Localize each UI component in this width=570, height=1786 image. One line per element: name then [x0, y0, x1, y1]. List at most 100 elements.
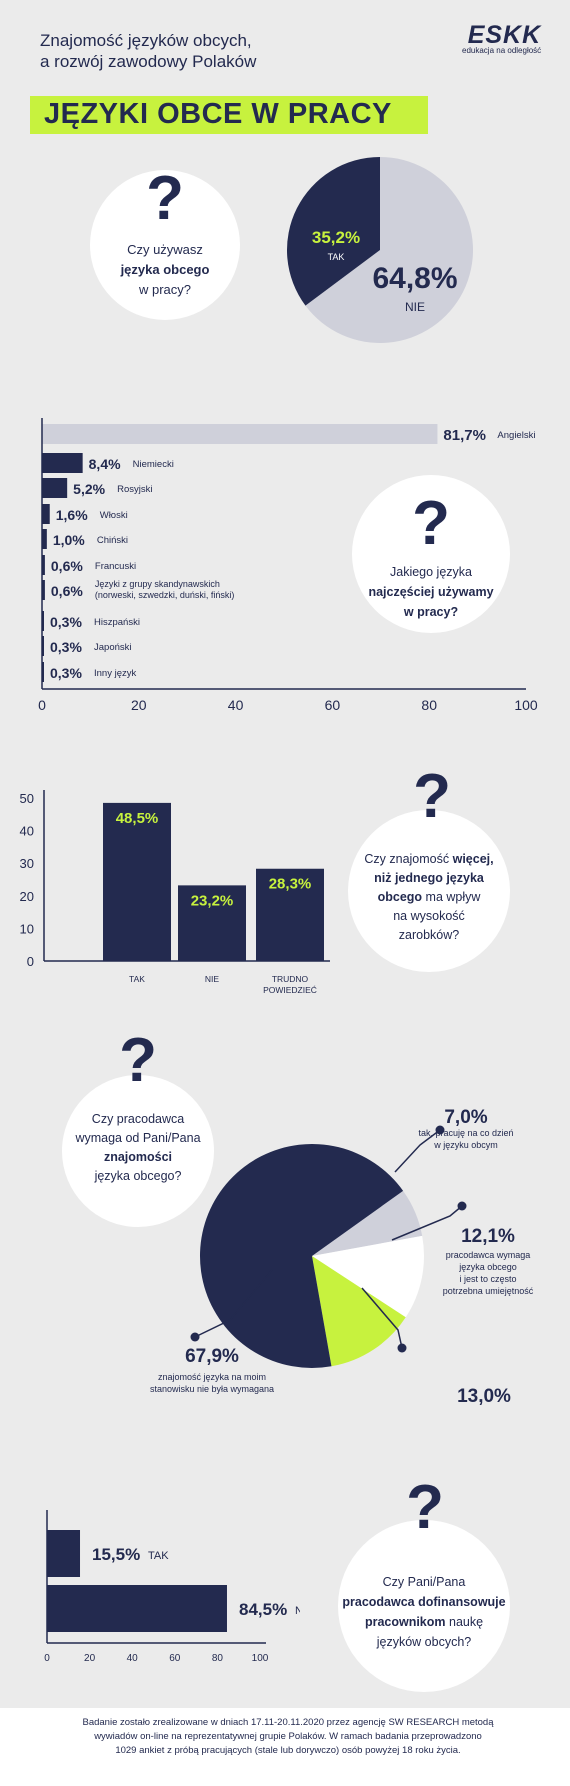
- question-mark-icon: ?: [119, 1026, 157, 1095]
- bar-category-label: Rosyjski: [117, 484, 152, 495]
- bar-3: [42, 504, 50, 524]
- bar-value-label: 0,6%: [51, 558, 83, 574]
- bar-4: [42, 529, 47, 549]
- pie-category-label: pracodawca wymaga: [446, 1250, 531, 1260]
- banner-background: [30, 96, 428, 134]
- pie-category-label: stanowisku nie była wymagana: [150, 1384, 274, 1394]
- bar-value-label: 1,6%: [56, 507, 88, 523]
- bar-category-label: Hiszpański: [94, 617, 140, 628]
- bar-1: [178, 885, 246, 961]
- banner-title: JĘZYKI OBCE W PRACY: [44, 98, 392, 130]
- leader-dot: [435, 1125, 445, 1135]
- bar-category-label: TRUDNO: [272, 974, 309, 984]
- question-4-text: Czy pracodawca wymaga od Pani/Pana znajo…: [75, 1112, 201, 1183]
- bar-2: [42, 478, 68, 498]
- employer-requirement-pie-chart: 7,0%tak, pracuję na co dzień w języku obc…: [150, 1107, 534, 1407]
- bar-2: [256, 868, 324, 961]
- question-1-text: Czy używasz języka obcego w pracy?: [120, 242, 210, 297]
- pie-value-label: 7,0%: [444, 1107, 487, 1128]
- footer-text: Badanie zostało zrealizowane w dniach 17…: [82, 1717, 494, 1756]
- pie-slice-3: [200, 1144, 404, 1368]
- bar-9: [42, 662, 44, 682]
- bar-category-label: Włoski: [100, 510, 128, 521]
- x-tick-label: 40: [127, 1653, 139, 1664]
- bar-category-label: NIE: [205, 974, 220, 984]
- leader-line: [361, 1287, 403, 1349]
- bar-category-label: Japoński: [94, 642, 132, 653]
- bar-5: [42, 555, 45, 575]
- pie-chart-usage: [287, 157, 473, 343]
- pie-value-label: 12,1%: [461, 1226, 515, 1247]
- leader-line: [194, 1269, 273, 1338]
- question-circle-2: [352, 475, 510, 633]
- languages-bar-chart: 81,7% Angielski 8,4% Niemiecki 5,2% Rosyjski 1…: [38, 418, 538, 713]
- bar-category-label: Języki z grupy skandynawskich: [95, 579, 220, 589]
- bar-value-label: 0,6%: [51, 583, 83, 599]
- x-tick-label: 100: [514, 697, 538, 713]
- x-tick-label: 20: [131, 697, 147, 713]
- y-tick-label: 50: [20, 791, 34, 806]
- bar-value-label: 81,7%: [443, 427, 486, 444]
- leader-line: [394, 1129, 441, 1173]
- bar-category-label: TAK: [148, 1550, 169, 1562]
- bar-value-label: 0,3%: [50, 639, 82, 655]
- question-3-text: Czy znajomość więcej, niż jednego języka…: [364, 852, 494, 942]
- bar-value-label: 23,2%: [191, 892, 234, 909]
- pie-1-label-nie: 64,8% NIE: [372, 262, 458, 314]
- question-mark-icon: ?: [412, 489, 450, 558]
- logo-subtitle: edukacja na odległość: [462, 46, 542, 55]
- bar-category-label: NIE: [295, 1605, 300, 1617]
- page-title: Znajomość języków obcych, a rozwój zawod…: [40, 30, 256, 72]
- x-tick-label: 20: [84, 1653, 96, 1664]
- bar-1: [47, 1585, 227, 1632]
- y-tick-label: 40: [20, 824, 34, 839]
- question-2-text: Jakiego języka najczęściej używamy w pra…: [368, 565, 494, 619]
- pie-category-label: w języku obcym: [433, 1140, 498, 1150]
- y-tick-label: 0: [27, 954, 34, 969]
- bar-0: [103, 802, 171, 961]
- pie-slice-1: [312, 1235, 424, 1318]
- pie-category-label: tak, pracuję na co dzień: [418, 1128, 513, 1138]
- bar-value-label: 15,5%: [92, 1545, 140, 1564]
- bar-value-label: 1,0%: [53, 532, 85, 548]
- x-tick-label: 60: [169, 1653, 181, 1664]
- funding-bar-chart: 15,5% TAK 84,5% NIE 0 20 40 60 80 100: [44, 1510, 300, 1664]
- pie-category-label: i jest to często: [459, 1274, 516, 1284]
- bar-0: [47, 1530, 81, 1577]
- question-circle-3: [348, 810, 510, 972]
- pie-slice-tak: [287, 157, 380, 306]
- bar-category-label: (norweski, szwedzki, duński, fiński): [95, 590, 235, 600]
- bar-7: [42, 611, 44, 631]
- title-line-1: Znajomość języków obcych,: [40, 31, 252, 50]
- x-tick-label: 100: [252, 1653, 269, 1664]
- pie-category-label: języka obcego: [458, 1262, 517, 1272]
- x-tick-label: 40: [228, 697, 244, 713]
- question-mark-icon: ?: [146, 164, 184, 233]
- bar-1: [42, 453, 83, 473]
- bar-value-label: 48,5%: [116, 810, 159, 827]
- bar-0: [42, 424, 438, 444]
- pie-category-label: potrzebna umiejętność: [443, 1286, 534, 1296]
- eskk-logo: ESKK edukacja na odległość: [462, 22, 541, 55]
- leader-line: [391, 1205, 463, 1241]
- y-tick-label: 30: [20, 856, 34, 871]
- bar-category-label: Niemiecki: [133, 459, 174, 470]
- salary-bar-chart: 0 10 20 30 40 50 48,5% TAK 23,2% NIE 28,3% TRUDNOPO…: [20, 790, 330, 995]
- pie-category-label: znajomość języka na moim: [158, 1372, 266, 1382]
- pie-1-label-tak: 35,2% TAK: [311, 228, 361, 262]
- bar-value-label: 0,3%: [50, 665, 82, 681]
- pie-slice-nie: [305, 157, 473, 343]
- title-line-2: a rozwój zawodowy Polaków: [40, 52, 257, 71]
- bar-value-label: 28,3%: [269, 876, 312, 893]
- bar-category-label: POWIEDZIEĆ: [263, 985, 317, 995]
- bar-category-label: Inny język: [94, 668, 136, 679]
- bar-category-label: TAK: [129, 974, 145, 984]
- bar-6: [42, 580, 45, 600]
- bar-value-label: 5,2%: [73, 481, 105, 497]
- bar-8: [42, 636, 44, 656]
- question-circle-5: [338, 1520, 510, 1692]
- question-circle-1: [90, 170, 240, 320]
- pie-value-label: 13,0%: [457, 1386, 511, 1407]
- footer: [0, 1708, 570, 1786]
